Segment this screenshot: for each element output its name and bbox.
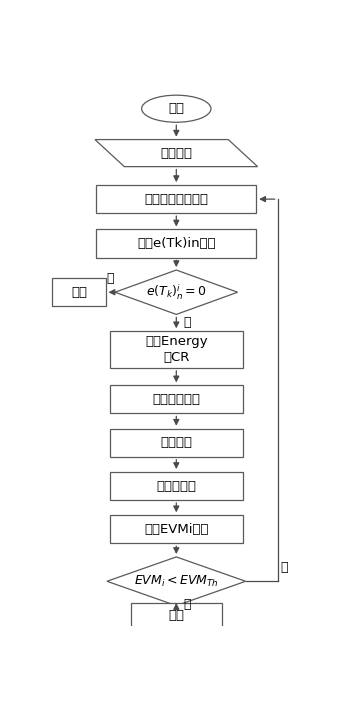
Bar bbox=[96, 229, 256, 257]
Bar bbox=[52, 278, 106, 307]
Text: 开始: 开始 bbox=[168, 102, 184, 115]
Text: 是: 是 bbox=[280, 561, 288, 574]
Text: 计算EVMi的值: 计算EVMi的值 bbox=[144, 523, 208, 536]
Bar bbox=[110, 472, 243, 500]
Text: 计算限幅门限: 计算限幅门限 bbox=[152, 393, 200, 406]
Bar bbox=[131, 603, 222, 629]
Text: 输入信号: 输入信号 bbox=[160, 147, 192, 160]
Text: $EVM_i < EVM_{Th}$: $EVM_i < EVM_{Th}$ bbox=[134, 574, 219, 589]
Text: 带内外处理: 带内外处理 bbox=[156, 479, 196, 493]
Bar bbox=[110, 429, 243, 457]
Text: 否: 否 bbox=[183, 598, 191, 611]
Bar bbox=[110, 515, 243, 543]
Text: 是: 是 bbox=[107, 272, 114, 285]
Text: 输出: 输出 bbox=[71, 285, 87, 299]
Text: 输出: 输出 bbox=[168, 610, 184, 622]
Polygon shape bbox=[95, 140, 258, 167]
Text: 计算e(Tk)in的值: 计算e(Tk)in的值 bbox=[137, 237, 216, 250]
Polygon shape bbox=[107, 557, 246, 606]
Text: 计算Energy
和CR: 计算Energy 和CR bbox=[145, 335, 208, 364]
Text: 对信号经行过采样: 对信号经行过采样 bbox=[144, 193, 208, 205]
Text: 否: 否 bbox=[183, 316, 191, 329]
Polygon shape bbox=[115, 270, 238, 314]
Bar bbox=[96, 185, 256, 213]
Bar bbox=[110, 385, 243, 413]
Text: 限幅处理: 限幅处理 bbox=[160, 436, 192, 449]
Bar bbox=[110, 331, 243, 368]
Ellipse shape bbox=[142, 95, 211, 122]
Text: $e(T_k)^i_n=0$: $e(T_k)^i_n=0$ bbox=[146, 283, 207, 302]
